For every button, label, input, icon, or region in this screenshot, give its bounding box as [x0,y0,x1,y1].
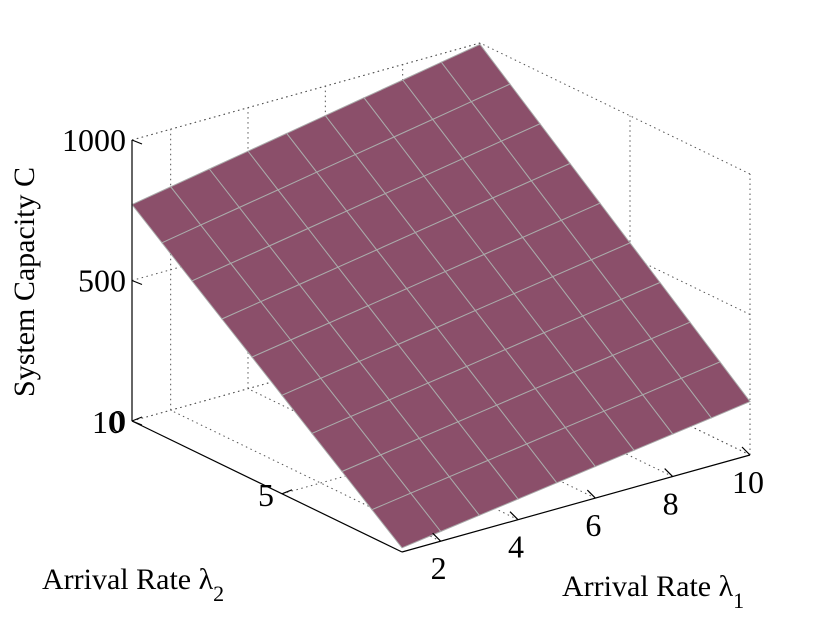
x-axis-line [401,454,751,553]
y-axis-line [131,420,403,553]
surface [131,43,751,549]
y-tick-mark [281,489,293,495]
x-tick-mark [664,468,674,477]
x-tick-label: 10 [732,464,764,500]
y-tick-label: 10 [92,404,124,440]
z-tick-mark [131,139,143,145]
x-axis-label-text: Arrival Rate λ [562,570,734,603]
x-tick-mark [432,532,442,542]
y-tick-mark [131,416,143,422]
grid-line [479,42,751,175]
z-tick-mark [131,420,143,426]
x-tick-label: 2 [431,550,447,586]
x-axis-label-subscript: 1 [733,588,744,613]
x-tick-label: 8 [663,486,679,522]
z-tick-mark [131,279,143,286]
z-tick-label: 1000 [62,122,126,158]
z-tick-label: 500 [78,263,126,299]
z-axis-label: System Capacity C [8,167,41,397]
z-tick-label: 0 [110,403,126,439]
x-tick-label: 4 [508,529,524,565]
y-axis-label-subscript: 2 [213,581,224,606]
y-axis-label-text: Arrival Rate λ [42,563,214,596]
x-axis-label: Arrival Rate λ1 [562,570,744,613]
x-tick-label: 6 [585,507,601,543]
grid-line [131,42,481,141]
surface-facet [371,492,442,549]
x-tick-mark [741,446,751,456]
y-axis-label: Arrival Rate λ2 [42,563,224,606]
y-tick-label: 5 [258,477,274,513]
x-tick-mark [586,489,596,499]
x-tick-mark [509,511,519,521]
